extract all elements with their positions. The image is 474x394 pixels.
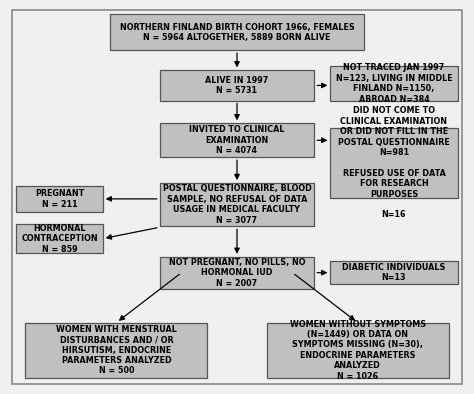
FancyBboxPatch shape <box>330 128 458 198</box>
FancyBboxPatch shape <box>160 256 314 289</box>
Text: NOT PREGNANT, NO PILLS, NO
HORMONAL IUD
N = 2007: NOT PREGNANT, NO PILLS, NO HORMONAL IUD … <box>169 258 305 288</box>
Text: INVITED TO CLINICAL
EXAMINATION
N = 4074: INVITED TO CLINICAL EXAMINATION N = 4074 <box>189 125 285 155</box>
FancyBboxPatch shape <box>16 186 103 212</box>
Text: DID NOT COME TO
CLINICAL EXAMINATION
OR DID NOT FILL IN THE
POSTAL QUESTIONNAIRE: DID NOT COME TO CLINICAL EXAMINATION OR … <box>338 106 450 219</box>
Text: WOMEN WITHOUT SYMPTOMS
(N=1449) OR DATA ON
SYMPTOMS MISSING (N=30),
ENDOCRINE PA: WOMEN WITHOUT SYMPTOMS (N=1449) OR DATA … <box>290 320 426 381</box>
FancyBboxPatch shape <box>109 15 365 50</box>
FancyBboxPatch shape <box>160 70 314 100</box>
Text: PREGNANT
N = 211: PREGNANT N = 211 <box>35 189 84 208</box>
Text: NOT TRACED JAN 1997
N=123, LIVING IN MIDDLE
FINLAND N=1150,
ABROAD N=384: NOT TRACED JAN 1997 N=123, LIVING IN MID… <box>336 63 452 104</box>
FancyBboxPatch shape <box>266 323 448 377</box>
FancyBboxPatch shape <box>26 323 208 377</box>
FancyBboxPatch shape <box>160 123 314 157</box>
Text: ALIVE IN 1997
N = 5731: ALIVE IN 1997 N = 5731 <box>205 76 269 95</box>
FancyBboxPatch shape <box>16 225 103 253</box>
FancyBboxPatch shape <box>330 65 458 102</box>
Text: POSTAL QUESTIONNAIRE, BLOOD
SAMPLE, NO REFUSAL OF DATA
USAGE IN MEDICAL FACULTY
: POSTAL QUESTIONNAIRE, BLOOD SAMPLE, NO R… <box>163 184 311 225</box>
Text: NORTHERN FINLAND BIRTH COHORT 1966, FEMALES
N = 5964 ALTOGETHER, 5889 BORN ALIVE: NORTHERN FINLAND BIRTH COHORT 1966, FEMA… <box>119 23 355 42</box>
FancyBboxPatch shape <box>330 261 458 284</box>
Text: WOMEN WITH MENSTRUAL
DISTURBANCES AND / OR
HIRSUTISM, ENDOCRINE
PARAMETERS ANALY: WOMEN WITH MENSTRUAL DISTURBANCES AND / … <box>56 325 177 375</box>
Text: DIABETIC INDIVIDUALS
N=13: DIABETIC INDIVIDUALS N=13 <box>342 263 446 282</box>
FancyBboxPatch shape <box>160 183 314 226</box>
Text: HORMONAL
CONTRACEPTION
N = 859: HORMONAL CONTRACEPTION N = 859 <box>21 224 98 253</box>
